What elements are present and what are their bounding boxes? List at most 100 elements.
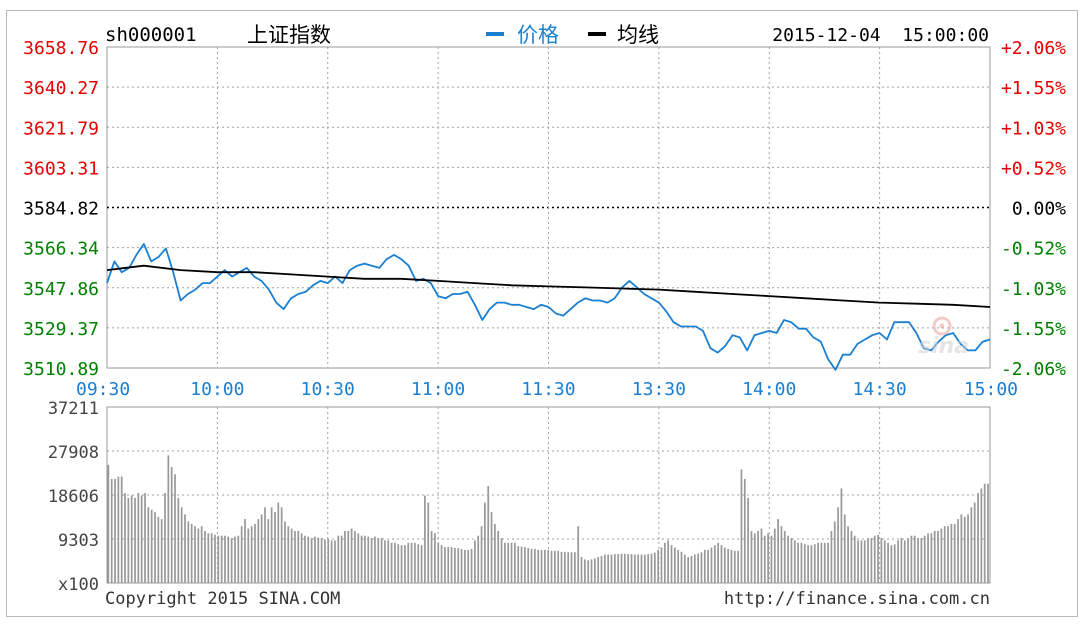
volume-bar (344, 531, 346, 583)
volume-bar (593, 558, 596, 583)
source-url: http://finance.sina.com.cn (724, 589, 990, 609)
volume-bar (290, 528, 293, 583)
y-tick-label: 3529.37 (23, 319, 99, 340)
volume-bar (504, 542, 506, 583)
vol-tick-label: 27908 (48, 443, 99, 463)
volume-bar (723, 547, 726, 583)
volume-bar (410, 542, 413, 583)
volume-bar (210, 533, 213, 583)
volume-bar (467, 549, 470, 583)
volume-bar (860, 540, 863, 583)
volume-bar (750, 531, 753, 583)
volume-bar (810, 545, 813, 583)
volume-bar (474, 540, 476, 583)
volume-bar (967, 514, 969, 583)
x-tick-label: 14:30 (853, 379, 907, 400)
axis-labels: 3658.76 +2.06% 3640.27 +1.55% 3621.79 +1.03% 3… (23, 38, 1066, 595)
x-tick-label: 10:00 (190, 379, 244, 400)
header-datetime: 2015-12-04 15:00:00 (772, 25, 989, 46)
volume-bar (390, 542, 393, 583)
volume-bar (887, 542, 889, 583)
volume-bar (314, 536, 316, 583)
volume-bar (320, 538, 323, 583)
volume-bar (550, 550, 553, 583)
volume-bar (893, 544, 896, 583)
volume-bar (170, 467, 173, 583)
volume-bar (960, 514, 963, 583)
volume-bar (900, 538, 903, 583)
volume-bar (137, 493, 140, 583)
volume-bar (630, 554, 633, 583)
pct-tick-label: 0.00% (1012, 199, 1066, 220)
volume-bar (843, 514, 846, 583)
volume-bar (180, 507, 183, 583)
volume-bar (457, 548, 460, 583)
volume-bar (494, 523, 496, 583)
volume-bar (500, 538, 503, 583)
x-tick-label: 13:30 (632, 379, 686, 400)
volume-bar (120, 476, 123, 583)
y-tick-label: 3640.27 (23, 78, 99, 99)
volume-bar (387, 540, 390, 583)
volume-bar (907, 538, 909, 583)
volume-bar (514, 542, 516, 583)
volume-bar (530, 548, 533, 583)
volume-bar (793, 540, 796, 583)
volume-bar (773, 528, 776, 583)
volume-bar (570, 552, 573, 583)
pct-tick-label: +2.06% (1001, 38, 1066, 59)
volume-bar (187, 521, 190, 583)
avg-series-line (106, 264, 991, 308)
volume-bar (840, 488, 843, 583)
volume-bar (890, 545, 893, 583)
volume-bar (250, 526, 253, 583)
volume-bar (397, 544, 400, 583)
volume-bar (107, 464, 110, 583)
watermark-text: sina (918, 334, 969, 359)
volume-bar (943, 526, 946, 583)
stock-code: sh000001 (105, 24, 197, 46)
avg-legend-swatch (588, 32, 606, 36)
volume-bar (357, 533, 360, 583)
volume-bar (174, 474, 176, 583)
volume-bar (820, 542, 823, 583)
volume-bar (264, 507, 266, 583)
volume-bar (517, 546, 520, 583)
volume-bar (177, 497, 180, 583)
volume-bar (324, 539, 326, 583)
volume-bar (147, 507, 150, 583)
volume-bar (524, 547, 526, 583)
volume-bar (330, 540, 333, 583)
volume-bar (217, 535, 220, 583)
volume-bar (207, 533, 210, 583)
volume-bar (557, 550, 560, 583)
volume-bar (880, 538, 883, 583)
volume-bar (620, 553, 623, 583)
volume-bar (933, 531, 936, 583)
volume-bar (560, 551, 563, 583)
volume-bar (627, 554, 630, 583)
pct-tick-label: -2.06% (1001, 359, 1066, 380)
volume-bar (603, 554, 606, 583)
volume-bar (980, 488, 983, 583)
volume-bar (870, 538, 873, 583)
price-legend-label: 价格 (517, 23, 559, 47)
volume-bar (987, 483, 989, 583)
volume-bar (420, 545, 423, 583)
volume-bar (154, 512, 156, 583)
volume-bar (354, 531, 356, 583)
volume-bar (280, 507, 283, 583)
y-tick-label: 3584.82 (23, 199, 99, 220)
volume-bar (953, 523, 956, 583)
volume-bar (340, 535, 343, 583)
volume-bar (554, 550, 556, 583)
y-tick-label: 3566.34 (23, 239, 99, 260)
volume-bar (470, 548, 473, 583)
volume-bar (740, 469, 743, 583)
volume-bar (497, 531, 500, 583)
y-tick-label: 3510.89 (23, 359, 99, 380)
volume-bar (520, 546, 523, 583)
volume-bar (544, 549, 546, 583)
volume-bar (230, 538, 233, 583)
price-lines (106, 243, 991, 371)
